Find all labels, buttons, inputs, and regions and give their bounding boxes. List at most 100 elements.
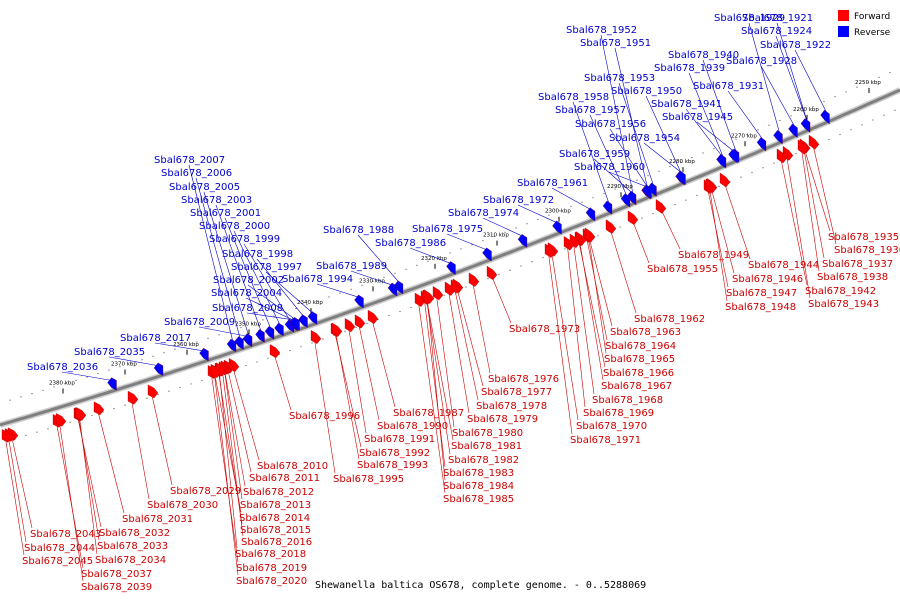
tick-label: 2280 kbp [669, 159, 695, 165]
forward-gene-label: Sbal678_2015 [240, 525, 311, 536]
tick-label: 2350 kbp [235, 321, 261, 327]
forward-connector [130, 397, 150, 500]
scale-dot [443, 294, 445, 296]
scale-dot [658, 170, 660, 172]
scale-dot [97, 372, 99, 375]
forward-connector [55, 420, 84, 569]
reverse-gene-label: Sbal678_1953 [584, 73, 655, 84]
forward-gene-label: Sbal678_1969 [583, 408, 654, 419]
reverse-gene-label: Sbal678_1986 [375, 238, 446, 249]
reverse-connector [247, 284, 297, 321]
forward-gene-label: Sbal678_1976 [488, 374, 559, 385]
scale-dot [762, 167, 764, 169]
scale-dot [201, 379, 203, 381]
forward-gene-label: Sbal678_2019 [236, 563, 307, 574]
reverse-gene-label: Sbal678_1997 [231, 262, 302, 273]
reverse-gene-label: Sbal678_1950 [611, 86, 682, 97]
forward-gene-label: Sbal678_1943 [808, 299, 879, 310]
forward-gene-arrow [544, 243, 556, 258]
forward-connector [435, 292, 455, 428]
scale-dot [31, 392, 33, 395]
forward-gene-label: Sbal678_1949 [678, 250, 749, 261]
reverse-gene-arrow [800, 118, 811, 133]
forward-connector [426, 295, 446, 481]
forward-gene-label: Sbal678_1965 [604, 354, 675, 365]
scale-dot [322, 338, 324, 340]
forward-connector [785, 151, 811, 299]
reverse-gene-label: Sbal678_1945 [662, 112, 733, 123]
forward-gene-arrow [269, 344, 281, 359]
reverse-gene-label: Sbal678_2017 [120, 333, 191, 344]
forward-connector [223, 366, 246, 487]
reverse-gene-label: Sbal678_1998 [222, 249, 293, 260]
reverse-gene-arrow [264, 325, 275, 340]
forward-gene-label: Sbal678_1938 [817, 272, 888, 283]
scale-dot [383, 276, 385, 278]
scale-dot [163, 352, 165, 354]
reverse-connector [727, 90, 764, 140]
forward-connector [58, 419, 84, 582]
forward-gene-arrow [127, 390, 139, 405]
scale-dot [245, 365, 247, 367]
forward-gene-label: Sbal678_1990 [377, 421, 448, 432]
tick-label: 2300 kbp [545, 209, 571, 215]
forward-gene-label: Sbal678_2043 [30, 529, 101, 540]
scale-dot [713, 147, 715, 150]
scale-dot [300, 346, 302, 348]
forward-gene-label: Sbal678_1996 [289, 411, 360, 422]
reverse-gene-label: Sbal678_1951 [580, 38, 651, 49]
scale-dot [410, 306, 412, 309]
forward-gene-arrow [432, 286, 444, 301]
forward-gene-label: Sbal678_2030 [147, 500, 218, 511]
forward-gene-arrow [1, 429, 13, 443]
reverse-gene-arrow [820, 109, 830, 125]
forward-gene-arrow [210, 364, 222, 378]
reverse-gene-label: Sbal678_2003 [181, 195, 252, 206]
forward-gene-arrow [468, 272, 480, 287]
reverse-gene-arrow [298, 314, 308, 329]
reverse-gene-arrow [788, 123, 798, 139]
forward-connector [708, 184, 728, 302]
forward-connector [547, 249, 573, 435]
reverse-connector [409, 247, 453, 265]
forward-connector [226, 365, 252, 473]
scale-dot [696, 194, 698, 197]
reverse-gene-label: Sbal678_2008 [212, 303, 283, 314]
forward-gene-arrow [147, 384, 159, 399]
forward-connector [272, 350, 292, 411]
tick-label: 2380 kbp [49, 381, 75, 387]
forward-connector [221, 367, 244, 537]
forward-gene-label: Sbal678_1944 [748, 260, 819, 271]
reverse-connector [517, 204, 559, 224]
tick-label: 2310 kbp [483, 233, 509, 239]
forward-gene-arrow [719, 172, 731, 188]
scale-dot [207, 337, 209, 339]
forward-connector [150, 390, 173, 486]
scale-dot [427, 260, 429, 262]
forward-gene-label: Sbal678_1987 [393, 408, 464, 419]
scale-dot [883, 114, 885, 116]
forward-connector [453, 285, 479, 401]
reverse-gene-label: Sbal678_1931 [693, 81, 764, 92]
tick-label: 2270 kbp [731, 133, 757, 139]
scale-dot [69, 421, 71, 423]
forward-gene-label: Sbal678_1971 [570, 435, 641, 446]
scale-dot [652, 213, 654, 215]
scale-dot [372, 280, 374, 282]
reverse-connector [243, 243, 292, 323]
scale-dot [746, 133, 748, 136]
scale-dot [779, 119, 781, 122]
reverse-connector [593, 158, 634, 194]
forward-gene-arrow [93, 401, 105, 416]
scale-dot [685, 199, 687, 201]
scale-dot [509, 269, 511, 271]
scale-dot [564, 248, 566, 250]
scale-dot [399, 310, 401, 313]
forward-gene-arrow [310, 330, 322, 344]
forward-gene-label: Sbal678_1983 [443, 468, 514, 479]
forward-gene-arrow [808, 134, 820, 150]
scale-dot [801, 110, 803, 112]
scale-dot [592, 197, 594, 199]
scale-dot [531, 261, 533, 263]
forward-gene-label: Sbal678_1985 [443, 494, 514, 505]
